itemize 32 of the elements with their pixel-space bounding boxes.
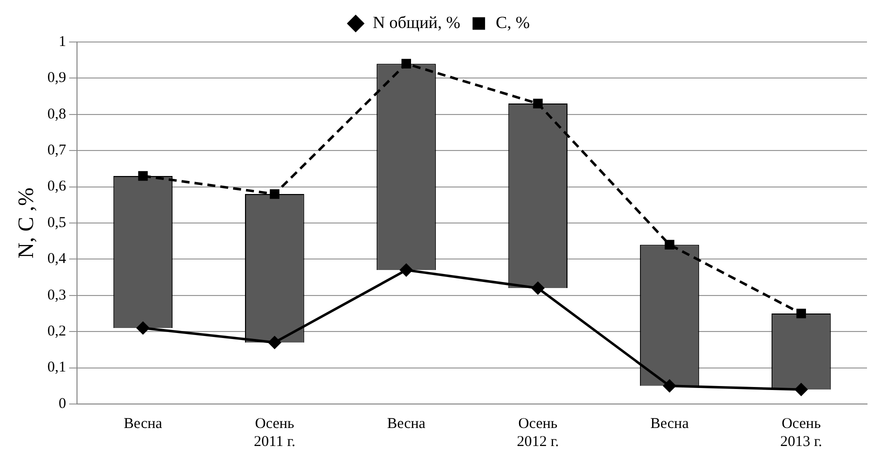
x-tick-label: Осень 2011 г. (254, 416, 296, 450)
x-tick-label: Осень 2013 г. (780, 416, 822, 450)
x-tick-label: Весна (650, 416, 690, 432)
x-tick-label: Весна (124, 416, 162, 432)
y-tick-label: 0,4 (47, 251, 67, 268)
y-tick-label: 0,2 (47, 324, 66, 340)
point (270, 189, 280, 199)
y-axis-title: N, C ,% (12, 188, 38, 258)
point (664, 240, 674, 250)
y-tick-label: 0,5 (47, 214, 66, 231)
point (794, 383, 808, 396)
y-tick-label: 0 (58, 396, 66, 412)
y-tick-label: 0,8 (47, 106, 66, 122)
legend-label: N общий, % (372, 12, 460, 32)
point (400, 264, 413, 276)
point (533, 98, 543, 108)
point (532, 282, 544, 294)
point (401, 58, 412, 69)
y-tick-label: 0,1 (47, 360, 66, 376)
y-tick-label: 1 (58, 34, 66, 50)
point (138, 171, 148, 181)
point (796, 308, 806, 318)
point (136, 322, 150, 334)
point (663, 380, 676, 392)
y-tick-label: 0,7 (47, 142, 67, 159)
x-tick-label: Весна (387, 416, 426, 432)
y-tick-label: 0,3 (47, 287, 66, 304)
y-tick-label: 0,9 (47, 70, 66, 86)
legend-label: C, % (496, 12, 530, 32)
x-tick-label: Осень 2012 г. (516, 416, 559, 450)
y-tick-label: 0,6 (47, 178, 67, 195)
point (268, 336, 281, 349)
